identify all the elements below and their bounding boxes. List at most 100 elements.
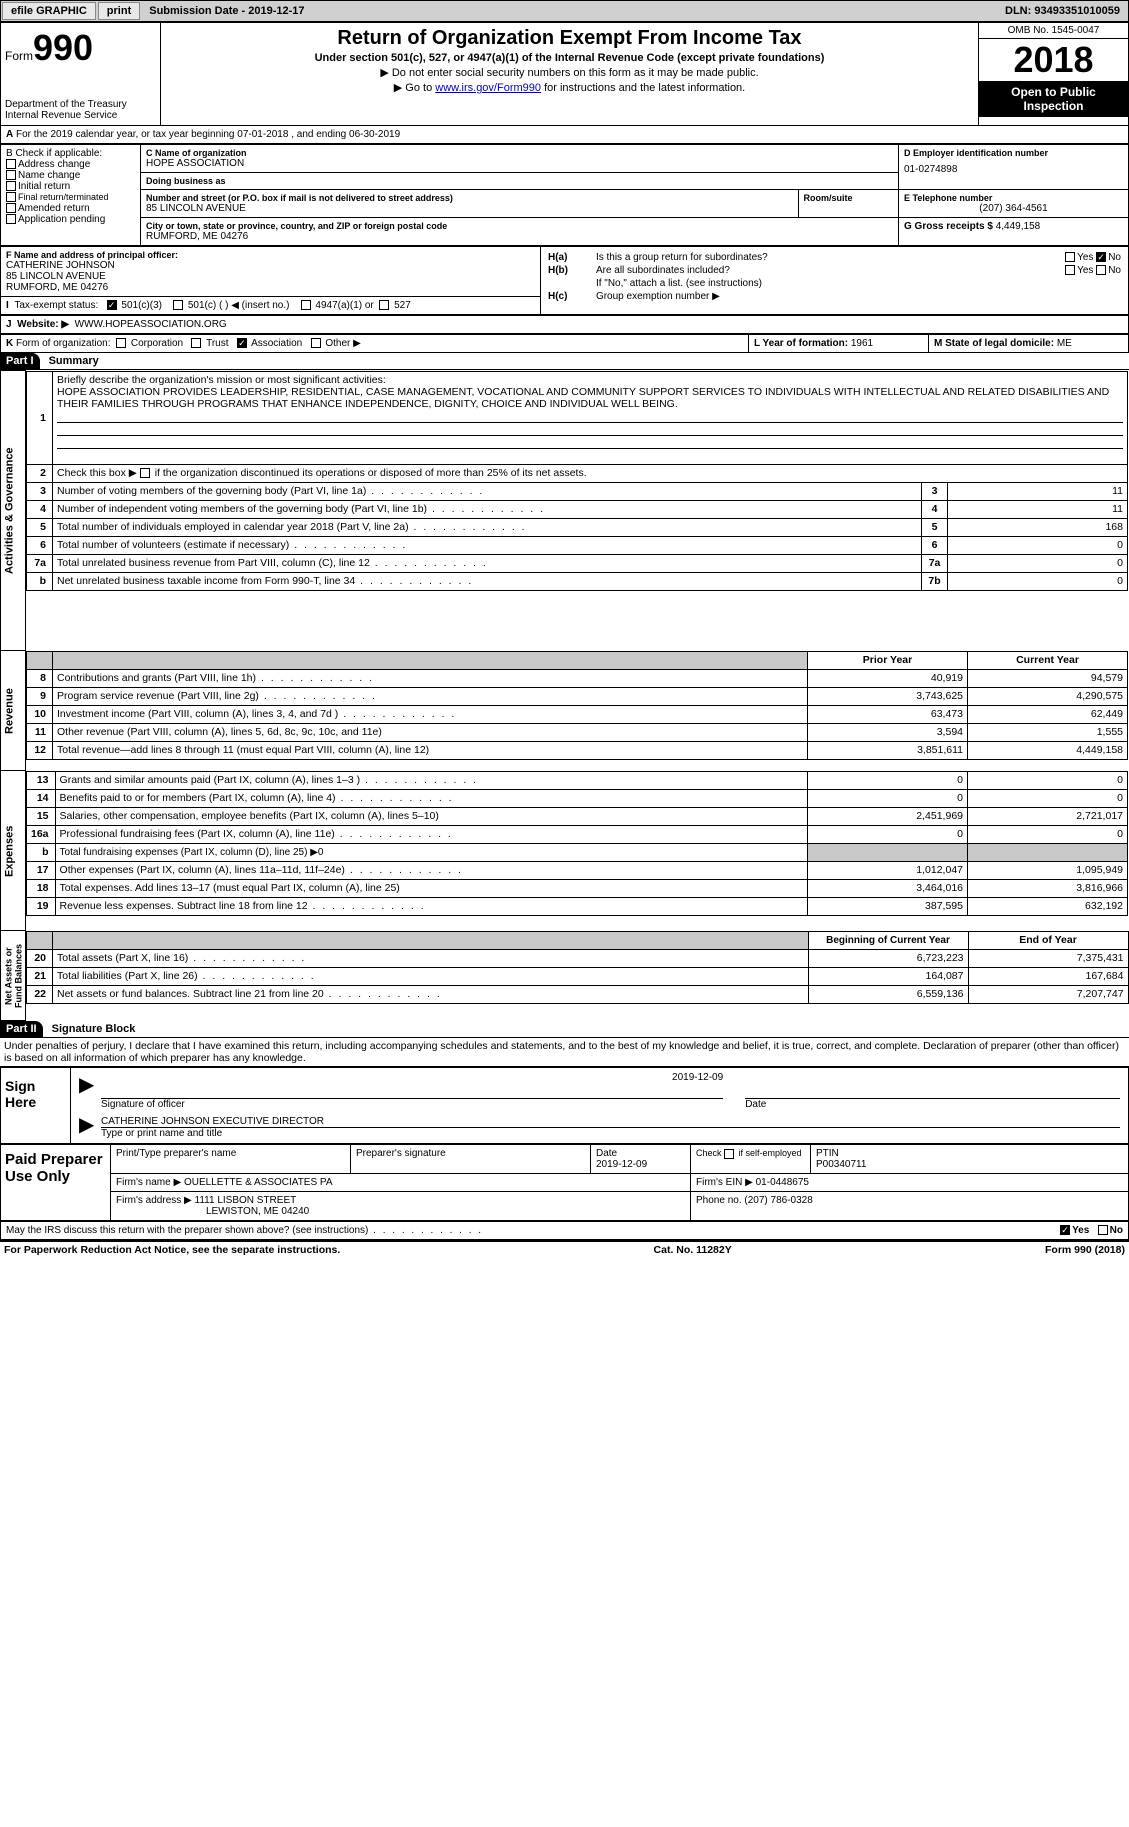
part2-title: Signature Block: [46, 1021, 142, 1037]
l7b-text: Net unrelated business taxable income fr…: [53, 572, 922, 590]
cb-name-change[interactable]: [6, 170, 16, 180]
r11c: 1,555: [968, 723, 1128, 741]
r12c: 4,449,158: [968, 741, 1128, 759]
l11: Other revenue (Part VIII, column (A), li…: [53, 723, 808, 741]
lbl-phone: E Telephone number: [904, 193, 1123, 203]
form-header: Form990 Department of the Treasury Inter…: [0, 22, 1129, 126]
v5: 168: [948, 518, 1128, 536]
footer-center: Cat. No. 11282Y: [654, 1244, 732, 1256]
cb-initial-return[interactable]: [6, 181, 16, 191]
part1-body: Activities & Governance 1 Briefly descri…: [0, 370, 1129, 1021]
cb-discuss-no[interactable]: [1098, 1225, 1108, 1235]
lbl-final-return: Final return/terminated: [18, 192, 109, 202]
firm-name-lbl: Firm's name ▶: [116, 1177, 181, 1188]
box-k: K Form of organization: Corporation Trus…: [1, 335, 749, 353]
box-d: D Employer identification number 01-0274…: [899, 145, 1129, 190]
lbl-amended: Amended return: [18, 203, 90, 214]
cb-trust[interactable]: [191, 338, 201, 348]
cb-hb-yes[interactable]: [1065, 265, 1075, 275]
firm-ein-lbl: Firm's EIN ▶: [696, 1177, 753, 1188]
box-j: J Website: ▶ WWW.HOPEASSOCIATION.ORG: [0, 315, 1129, 334]
discuss-text: May the IRS discuss this return with the…: [6, 1225, 1060, 1236]
cb-l2[interactable]: [140, 468, 150, 478]
line-a: A For the 2019 calendar year, or tax yea…: [0, 126, 1129, 144]
cb-ha-yes[interactable]: [1065, 252, 1075, 262]
discuss-row: May the IRS discuss this return with the…: [0, 1221, 1129, 1240]
lbl-street: Number and street (or P.O. box if mail i…: [146, 193, 793, 203]
org-name: HOPE ASSOCIATION: [146, 158, 893, 169]
l4-text: Number of independent voting members of …: [53, 500, 922, 518]
efile-label: efile GRAPHIC: [2, 2, 96, 20]
form-title: Return of Organization Exempt From Incom…: [165, 27, 974, 50]
note2a: Go to: [405, 82, 435, 94]
gross-value: 4,449,158: [996, 221, 1041, 232]
cb-assoc[interactable]: [237, 338, 247, 348]
v6: 0: [948, 536, 1128, 554]
part2-label: Part II: [0, 1021, 43, 1037]
cb-self-emp[interactable]: [724, 1149, 734, 1159]
form-number-cell: Form990 Department of the Treasury Inter…: [1, 23, 161, 126]
l12: Total revenue—add lines 8 through 11 (mu…: [53, 741, 808, 759]
ptin: P00340711: [816, 1159, 1123, 1170]
officer-addr2: RUMFORD, ME 04276: [6, 282, 535, 293]
prep-date: 2019-12-09: [596, 1159, 685, 1170]
cb-address-change[interactable]: [6, 159, 16, 169]
dept-irs: Internal Revenue Service: [5, 110, 156, 121]
box-b-title: B Check if applicable:: [6, 148, 135, 159]
cb-501c3[interactable]: [107, 300, 117, 310]
box-c-addr: Number and street (or P.O. box if mail i…: [141, 190, 899, 218]
city-value: RUMFORD, ME 04276: [146, 231, 893, 242]
hc-text: Group exemption number ▶: [596, 291, 1121, 302]
l16a: Professional fundraising fees (Part IX, …: [55, 825, 807, 843]
print-button[interactable]: print: [98, 2, 140, 20]
cb-4947[interactable]: [301, 300, 311, 310]
lbl-name-change: Name change: [18, 170, 80, 181]
cb-discuss-yes[interactable]: [1060, 1225, 1070, 1235]
note2b: for instructions and the latest informat…: [541, 82, 745, 94]
h-note: If "No," attach a list. (see instruction…: [596, 278, 1121, 289]
sign-here-block: Sign Here ▶ 2019-12-09 Signature of offi…: [0, 1067, 1129, 1144]
cb-527[interactable]: [379, 300, 389, 310]
sign-here-label: Sign Here: [1, 1068, 71, 1144]
l17: Other expenses (Part IX, column (A), lin…: [55, 861, 807, 879]
hdr-prior: Prior Year: [808, 651, 968, 669]
cb-final-return[interactable]: [6, 192, 16, 202]
opt-assoc: Association: [251, 338, 302, 349]
ha-text: Is this a group return for subordinates?: [596, 252, 991, 263]
box-b: B Check if applicable: Address change Na…: [1, 145, 141, 246]
l13: Grants and similar amounts paid (Part IX…: [55, 771, 807, 789]
irs-link[interactable]: www.irs.gov/Form990: [435, 82, 541, 94]
cb-other[interactable]: [311, 338, 321, 348]
cb-hb-no[interactable]: [1096, 265, 1106, 275]
cb-app-pending[interactable]: [6, 214, 16, 224]
e14p: 0: [808, 789, 968, 807]
form-note1: Do not enter social security numbers on …: [165, 66, 974, 79]
cb-501c[interactable]: [173, 300, 183, 310]
box-c-name: C Name of organization HOPE ASSOCIATION: [141, 145, 899, 173]
hb-yes: Yes: [1077, 265, 1093, 276]
lbl-address-change: Address change: [18, 159, 90, 170]
lbl-app-pending: Application pending: [18, 214, 105, 225]
cb-amended[interactable]: [6, 203, 16, 213]
n22p: 6,559,136: [808, 985, 968, 1003]
l21: Total liabilities (Part X, line 26): [53, 967, 809, 985]
prep-name-lbl: Print/Type preparer's name: [116, 1148, 345, 1159]
v3: 11: [948, 482, 1128, 500]
revenue-table: Prior YearCurrent Year 8Contributions an…: [26, 651, 1128, 760]
e17c: 1,095,949: [968, 861, 1128, 879]
cb-ha-no[interactable]: [1096, 252, 1106, 262]
v7b: 0: [948, 572, 1128, 590]
e16p: 0: [808, 825, 968, 843]
declaration: Under penalties of perjury, I declare th…: [0, 1038, 1129, 1067]
lbl-city: City or town, state or province, country…: [146, 221, 893, 231]
discuss-no: No: [1110, 1225, 1123, 1236]
firm-addr2: LEWISTON, ME 04240: [206, 1206, 309, 1217]
firm-phone-lbl: Phone no.: [696, 1195, 742, 1206]
entity-info: B Check if applicable: Address change Na…: [0, 144, 1129, 246]
e16c: 0: [968, 825, 1128, 843]
self-emp-text: Check if self-employed: [696, 1148, 802, 1158]
lbl-ein: D Employer identification number: [904, 148, 1123, 158]
form-word: Form: [5, 49, 33, 63]
n20p: 6,723,223: [808, 949, 968, 967]
cb-corp[interactable]: [116, 338, 126, 348]
